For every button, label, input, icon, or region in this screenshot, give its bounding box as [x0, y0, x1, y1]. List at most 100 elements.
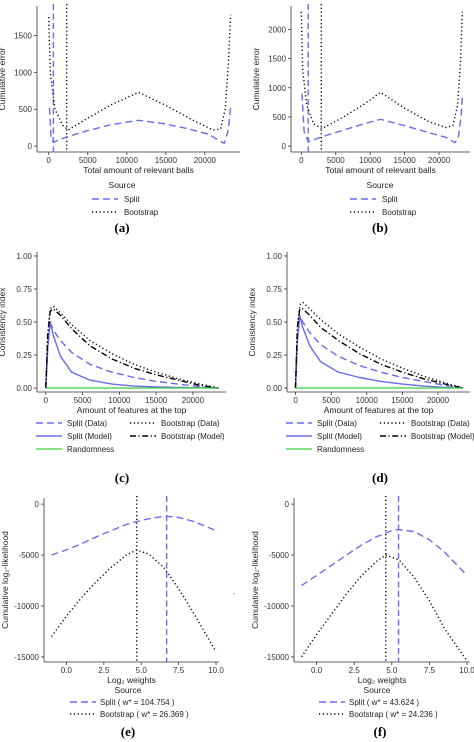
legend-entry: Randomness	[317, 445, 364, 454]
x-tick-label: 10.0	[459, 666, 474, 675]
series-bootstrap-model	[294, 308, 464, 389]
x-tick-label: 0	[46, 156, 51, 165]
plot-area	[300, 4, 464, 152]
series-split-data	[294, 314, 464, 389]
y-axis-label: Cumulative log₂-likelihood	[0, 531, 10, 629]
x-tick-label: 0.0	[311, 666, 323, 675]
x-axis-label: Amount of features at the top	[77, 405, 187, 415]
legend-entry: Bootstrap (Data)	[161, 419, 220, 428]
x-tick-label: 20000	[194, 156, 217, 165]
x-tick-label: 15000	[393, 156, 416, 165]
chart-panel-d: 0 5000 10000 15000 20000 0.00 0.25 0.50 0.75 1.00…	[247, 252, 474, 454]
y-tick-label: 0	[285, 500, 290, 509]
chart-panel-f: 0.0 2.5 5.0 7.5 10.0 0 -5000 -10000 -15000 Log₂ w…	[250, 496, 474, 719]
y-tick-label: -5000	[269, 551, 290, 560]
plot-area	[48, 4, 232, 152]
panel-label: (e)	[121, 724, 135, 739]
legend-entry: Split	[124, 195, 140, 204]
panel-label: (a)	[114, 220, 129, 235]
y-tick-label: 0.75	[266, 285, 282, 294]
y-tick-label: 0.00	[16, 384, 32, 393]
series-split	[301, 93, 464, 144]
y-tick-label: 0.50	[16, 318, 32, 327]
legend-entry: Split	[382, 195, 398, 204]
stray-mark: ·	[233, 589, 236, 598]
x-tick-label: 7.5	[173, 666, 185, 675]
y-tick-label: 0.75	[16, 285, 32, 294]
plot-area	[294, 301, 464, 389]
panel-label: (f)	[374, 724, 387, 739]
y-tick-label: 0	[282, 142, 287, 151]
y-tick-label: 0.25	[266, 351, 282, 360]
x-tick-label: 0	[293, 396, 298, 405]
series-bootstrap	[300, 554, 468, 662]
y-tick-label: -10000	[14, 602, 39, 611]
y-tick-label: 1.00	[266, 252, 282, 261]
legend: Source Split Bootstrap	[350, 180, 417, 217]
series-bootstrap	[300, 11, 464, 130]
y-tick-label: 0	[28, 142, 33, 151]
legend-title: Source	[109, 180, 136, 190]
legend-entry: Split (Data)	[67, 419, 107, 428]
x-tick-label: 2.5	[98, 666, 110, 675]
legend-entry: Randomness	[67, 445, 114, 454]
x-tick-label: 15000	[145, 396, 168, 405]
x-tick-label: 7.5	[424, 666, 436, 675]
x-tick-label: 5.0	[136, 666, 148, 675]
y-tick-label: 1.00	[16, 252, 32, 261]
x-tick-label: 10.0	[208, 666, 224, 675]
y-tick-label: 1000	[268, 84, 286, 93]
y-tick-label: 0.00	[266, 384, 282, 393]
x-tick-label: 15000	[155, 156, 178, 165]
x-tick-label: 20000	[427, 396, 450, 405]
legend: Source Split ( w* = 104.754 ) Bootstrap ( …	[70, 685, 189, 719]
legend-title: Source	[364, 685, 391, 695]
y-axis-label: Cumulative error	[251, 47, 261, 110]
x-tick-label: 5000	[327, 156, 345, 165]
y-tick-label: -5000	[19, 551, 40, 560]
legend-entry: Split ( w* = 43.624 )	[349, 698, 419, 707]
x-tick-label: 15000	[391, 396, 414, 405]
y-tick-label: 1500	[14, 31, 32, 40]
legend: Source Split Bootstrap	[92, 180, 159, 217]
x-tick-label: 5000	[74, 396, 92, 405]
chart-panel-c: 0 5000 10000 15000 20000 0.00 0.25 0.50 0.75 1.00…	[0, 252, 226, 454]
series-split	[51, 515, 217, 556]
legend-entry: Bootstrap ( w* = 24.236 )	[349, 710, 438, 719]
x-tick-label: 10000	[356, 396, 379, 405]
y-tick-label: -10000	[264, 602, 289, 611]
chart-panel-e: 0.0 2.5 5.0 7.5 10.0 0 -5000 -10000 -15000 Log₂ w…	[0, 496, 224, 719]
x-axis-label: Total amount of relevant balls	[325, 165, 436, 175]
y-tick-label: -15000	[264, 653, 289, 662]
y-tick-label: 0.50	[266, 318, 282, 327]
legend: Split (Data) Bootstrap (Data) Split (Model…	[36, 419, 225, 454]
y-axis-label: Consistency index	[0, 287, 7, 357]
x-axis-label: Log₂ weights	[358, 675, 407, 685]
legend-entry: Bootstrap ( w* = 26.369 )	[100, 710, 189, 719]
series-bootstrap	[50, 549, 217, 653]
series-bootstrap-data	[45, 305, 219, 389]
series-bootstrap-model	[45, 308, 219, 389]
legend: Split (Data) Bootstrap (Data) Split (Model…	[286, 419, 474, 454]
legend-entry: Bootstrap (Data)	[411, 419, 470, 428]
legend-entry: Bootstrap (Model)	[411, 432, 474, 441]
legend-title: Source	[115, 685, 142, 695]
panel-label: (c)	[115, 470, 129, 485]
series-split	[48, 107, 232, 144]
y-tick-label: 1500	[268, 55, 286, 64]
series-bootstrap	[48, 14, 232, 131]
y-tick-label: 0	[35, 500, 40, 509]
y-tick-label: 2000	[268, 25, 286, 34]
legend: Source Split ( w* = 43.624 ) Bootstrap ( w…	[319, 685, 438, 719]
x-tick-label: 0	[44, 396, 49, 405]
plot-area	[50, 496, 217, 662]
y-tick-label: 0.25	[16, 351, 32, 360]
x-tick-label: 20000	[182, 396, 205, 405]
x-axis-label: Log₂ weights	[107, 675, 156, 685]
x-tick-label: 10000	[359, 156, 382, 165]
series-split-data	[45, 321, 219, 389]
y-tick-label: 1000	[14, 68, 32, 77]
series-split-model	[45, 321, 219, 389]
legend-entry: Split (Data)	[317, 419, 357, 428]
